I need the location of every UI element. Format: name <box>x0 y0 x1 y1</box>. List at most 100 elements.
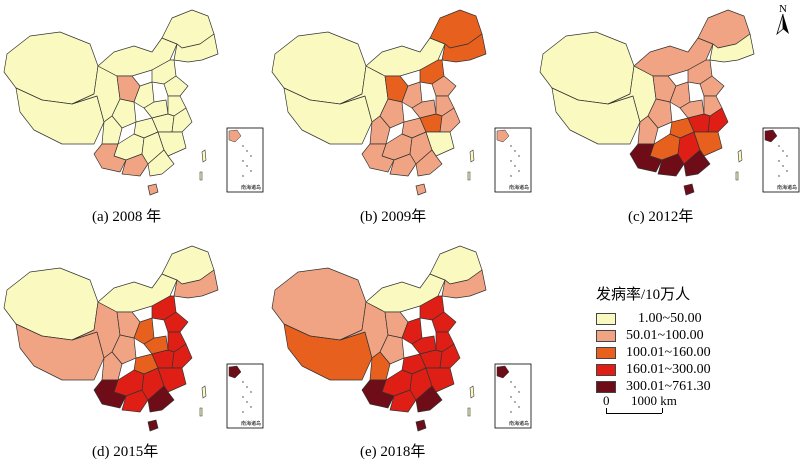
legend-label: 100.01~160.00 <box>626 344 711 360</box>
province-region <box>361 379 395 409</box>
province-region <box>361 143 395 173</box>
province-region <box>93 143 127 173</box>
inset-island-dot <box>250 391 252 393</box>
inset-island-dot <box>514 150 516 152</box>
inset-island-dot <box>250 406 252 408</box>
inset-island-dot <box>518 391 520 393</box>
island-region <box>199 171 203 181</box>
hainan-region <box>415 419 427 432</box>
scale-bar-length: 1000 km <box>631 393 677 408</box>
inset-island-dot <box>514 386 516 388</box>
province-region <box>431 311 457 333</box>
inset-island-dot <box>782 150 784 152</box>
island-region <box>469 385 475 399</box>
province-region <box>15 87 105 145</box>
hainan-region <box>683 183 695 196</box>
province-region <box>415 149 443 177</box>
inset-coast <box>764 129 778 143</box>
province-region <box>369 115 391 145</box>
legend-item: 300.01~761.30 <box>596 378 796 395</box>
inset-island-dot <box>518 406 520 408</box>
inset-label: 南海诸岛 <box>509 420 529 427</box>
north-arrow-icon: N <box>776 3 789 36</box>
inset-island-dot <box>246 150 248 152</box>
island-region <box>201 149 207 163</box>
inset-island-dot <box>510 396 512 398</box>
inset-island-dot <box>242 396 244 398</box>
legend-item: 160.01~300.00 <box>596 361 796 378</box>
province-region <box>163 75 189 97</box>
legend-label: 300.01~761.30 <box>626 378 711 394</box>
inset-coast <box>496 129 510 143</box>
province-region <box>411 99 437 119</box>
province-region <box>441 33 487 63</box>
province-region <box>173 33 219 63</box>
inset-island-dot <box>246 165 248 167</box>
province-region <box>369 351 391 381</box>
inset-island-dot <box>514 165 516 167</box>
province-region <box>441 269 487 299</box>
legend-title: 发病率/10万人 <box>596 287 691 303</box>
province-region <box>121 389 149 413</box>
inset-island-dot <box>250 155 252 157</box>
panel-caption-c: (c) 2012年 <box>628 209 694 225</box>
panel-caption-b: (b) 2009年 <box>360 209 427 225</box>
panel-caption-e: (e) 2018年 <box>360 444 426 460</box>
inset-island-dot <box>242 160 244 162</box>
inset-label: 南海诸岛 <box>241 184 261 191</box>
province-region <box>707 107 729 133</box>
province-region <box>93 379 127 409</box>
island-region <box>199 407 203 417</box>
inset-island-dot <box>786 155 788 157</box>
legend-swatch <box>596 363 616 376</box>
island-region <box>467 171 471 181</box>
province-region <box>439 343 461 369</box>
inset-island-dot <box>242 175 244 177</box>
choropleth-map: 南海诸岛 <box>539 9 800 196</box>
province-region <box>637 115 659 145</box>
inset-label: 南海诸岛 <box>777 184 797 191</box>
inset-coast <box>228 365 242 379</box>
province-region <box>101 351 123 381</box>
inset-island-dot <box>782 165 784 167</box>
province-region <box>163 311 189 333</box>
choropleth-map: 南海诸岛 <box>3 9 264 196</box>
scale-bar-zero: 0 <box>603 393 610 408</box>
island-region <box>201 385 207 399</box>
hainan-region <box>147 419 159 432</box>
inset-island-dot <box>510 160 512 162</box>
hainan-region <box>415 183 427 196</box>
province-region <box>415 385 443 413</box>
inset-island-dot <box>510 381 512 383</box>
inset-island-dot <box>510 411 512 413</box>
province-region <box>147 149 175 177</box>
inset-island-dot <box>246 386 248 388</box>
province-region <box>389 153 417 177</box>
inset-coast <box>228 129 242 143</box>
province-region <box>173 269 219 299</box>
province-region <box>143 99 169 119</box>
legend-item: 100.01~160.00 <box>596 344 796 361</box>
legend-item: 1.00~50.00 <box>596 310 796 327</box>
choropleth-map: 南海诸岛 <box>271 245 532 432</box>
legend-label: 1.00~50.00 <box>638 310 702 326</box>
island-region <box>467 407 471 417</box>
inset-island-dot <box>242 411 244 413</box>
legend-swatch <box>596 312 616 325</box>
inset-coast <box>496 365 510 379</box>
choropleth-map: 南海诸岛 <box>3 245 264 432</box>
inset-island-dot <box>250 170 252 172</box>
province-region <box>551 87 641 145</box>
province-region <box>283 323 373 381</box>
island-region <box>737 149 743 163</box>
legend: 发病率/10万人 1.00~50.00 50.01~100.00 100.01~16… <box>596 283 796 395</box>
province-region <box>121 153 149 177</box>
legend-swatch <box>596 329 616 342</box>
province-region <box>389 389 417 413</box>
province-region <box>15 323 105 381</box>
inset-label: 南海诸岛 <box>509 184 529 191</box>
inset-island-dot <box>246 401 248 403</box>
panel-caption-d: (d) 2015年 <box>92 444 159 460</box>
legend-label: 160.01~300.00 <box>626 361 711 377</box>
